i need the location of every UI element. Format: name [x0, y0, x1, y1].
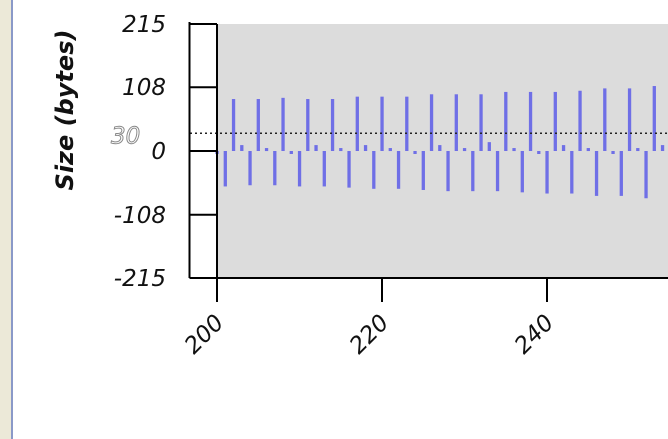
y-tick-label: 215: [122, 12, 166, 38]
bar: [405, 96, 409, 151]
bar-series: [215, 86, 665, 199]
y-tick-label: 0: [151, 139, 166, 165]
bar: [380, 96, 384, 151]
bar: [520, 151, 524, 193]
bar: [636, 148, 640, 152]
x-tick-label: 240: [510, 310, 559, 359]
y-tick-label: 108: [122, 75, 166, 101]
y-axis: 215 108 0 -108 -215: [114, 12, 217, 292]
window-left-frame-edge: [11, 0, 13, 439]
bar: [528, 91, 533, 151]
bar: [396, 151, 401, 189]
bar: [273, 151, 277, 186]
bar: [446, 151, 450, 192]
bar: [462, 148, 467, 152]
x-tick-label: 220: [345, 310, 394, 359]
window-left-frame: [0, 0, 11, 439]
bar: [429, 94, 434, 151]
bar: [339, 148, 343, 152]
y-axis-title: Size (bytes): [51, 30, 79, 191]
bar: [372, 151, 376, 189]
bar: [512, 148, 516, 152]
bar: [264, 148, 269, 152]
bar: [660, 145, 665, 151]
bar: [537, 151, 541, 154]
bar: [479, 94, 483, 151]
bar: [289, 151, 293, 154]
bar: [619, 151, 623, 196]
bar: [627, 88, 632, 151]
bar: [314, 145, 318, 151]
bar: [454, 94, 458, 151]
x-tick-label: 200: [180, 310, 229, 359]
reference-line-label: 30: [111, 123, 140, 149]
bar: [545, 151, 549, 194]
bar: [578, 90, 582, 151]
bar: [652, 86, 656, 151]
bar: [297, 151, 302, 187]
bar: [421, 151, 425, 190]
bar: [594, 151, 599, 196]
bar: [223, 151, 227, 187]
y-tick-label: -215: [114, 266, 166, 292]
bar: [388, 148, 392, 152]
bar: [231, 99, 236, 151]
bar: [248, 151, 252, 186]
bar: [322, 151, 326, 187]
bar: [330, 99, 335, 151]
bar: [487, 142, 491, 151]
bar: [306, 99, 310, 151]
bar: [363, 145, 368, 151]
bar: [553, 91, 557, 151]
y-tick-label: -108: [114, 203, 166, 229]
bar: [240, 145, 244, 151]
bar: [586, 148, 590, 152]
bar: [347, 151, 351, 188]
bar: [603, 88, 607, 151]
bar: [256, 99, 260, 151]
bar: [281, 97, 285, 151]
bar: [413, 151, 417, 154]
bar: [570, 151, 574, 194]
bar: [644, 151, 648, 199]
bar: [438, 145, 442, 151]
bar: [504, 91, 508, 151]
bar: [471, 151, 475, 192]
bar: [611, 151, 615, 154]
bar: [355, 96, 359, 151]
bar: [495, 151, 500, 192]
bar: [561, 145, 566, 151]
